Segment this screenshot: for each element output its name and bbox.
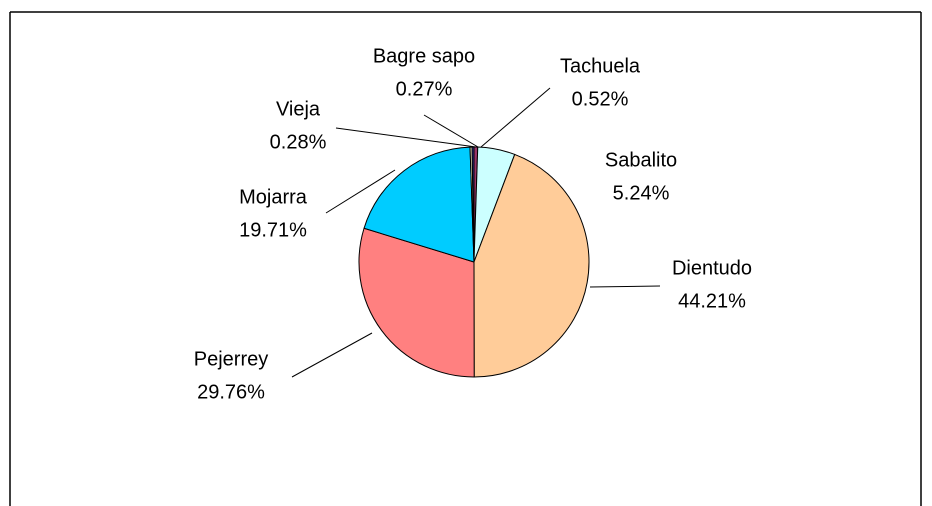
pie-slice — [363, 146, 475, 263]
value-label: 29.76% — [197, 381, 265, 403]
leader-line — [589, 285, 661, 288]
leader-line — [423, 114, 479, 148]
pie-slice — [473, 153, 590, 378]
leader-line — [291, 332, 373, 378]
value-label: 0.27% — [396, 78, 453, 100]
category-label: Sabalito — [605, 149, 677, 171]
category-label: Vieja — [276, 98, 321, 120]
leader-line — [480, 87, 551, 148]
leader-line — [335, 127, 477, 148]
value-label: 0.52% — [572, 88, 629, 110]
value-label: 44.21% — [678, 290, 746, 312]
value-label: 19.71% — [239, 219, 307, 241]
leader-line — [325, 169, 396, 214]
category-label: Tachuela — [560, 55, 641, 77]
pie-slice — [358, 227, 475, 378]
value-label: 5.24% — [613, 182, 670, 204]
category-label: Bagre sapo — [373, 45, 475, 67]
value-label: 0.28% — [270, 131, 327, 153]
category-label: Dientudo — [672, 257, 752, 279]
category-label: Mojarra — [239, 186, 308, 208]
category-label: Pejerrey — [194, 348, 268, 370]
